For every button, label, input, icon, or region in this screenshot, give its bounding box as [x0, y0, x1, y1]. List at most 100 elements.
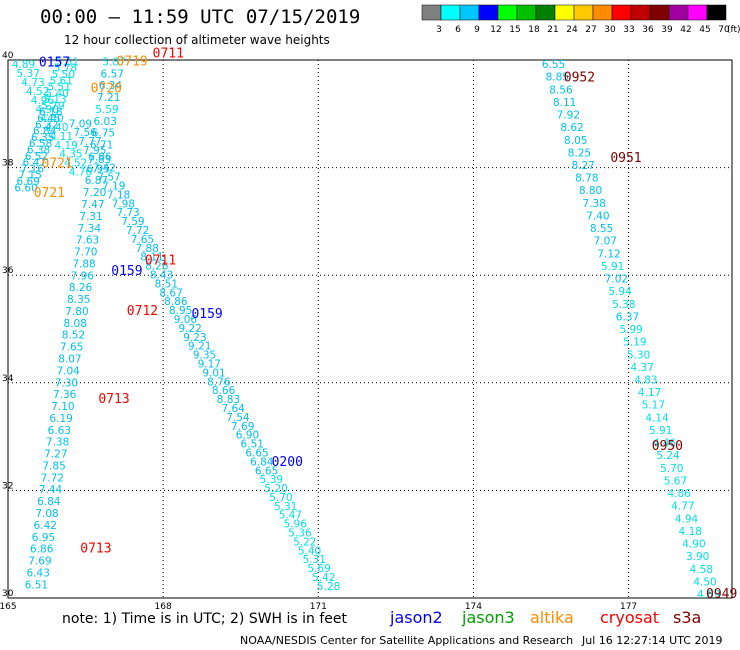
swh-value-label: 5.94	[608, 286, 632, 298]
swh-value-label: 7.38	[46, 437, 69, 449]
swh-value-label: 8.83	[217, 394, 240, 406]
pass-time-label: 0949	[706, 587, 737, 602]
legend-label: 15	[509, 25, 520, 35]
swh-value-label: 7.20	[83, 187, 106, 199]
swh-value-label: 7.69	[28, 556, 51, 568]
swh-value-label: 6.43	[27, 567, 50, 579]
swh-value-label: 7.88	[136, 243, 159, 255]
pass-time-label: 0200	[272, 455, 303, 470]
swh-value-label: 5.91	[649, 425, 672, 437]
generated-timestamp: Jul 16 12:27:14 UTC 2019	[582, 634, 723, 647]
swh-value-label: 6.51	[25, 579, 48, 591]
swh-value-label: 8.51	[155, 278, 178, 290]
swh-value-label: 5.69	[307, 563, 330, 575]
swh-value-label: 7.42	[93, 163, 116, 175]
swh-value-label: 7.47	[81, 199, 104, 211]
legend-label: 33	[623, 25, 634, 35]
swh-value-label: 8.62	[560, 122, 583, 134]
swh-value-label: 5.40	[45, 88, 68, 100]
swh-value-label: 6.86	[30, 544, 54, 556]
swh-value-label: 8.85	[546, 72, 569, 84]
swh-value-label: 6.32	[35, 119, 58, 131]
swh-value-label: 9.22	[178, 323, 201, 335]
swh-value-label: 7.38	[583, 198, 606, 210]
pass-time-label: 0159	[191, 307, 222, 322]
swh-value-label: 7.21	[97, 92, 120, 104]
swh-value-label: 6.55	[542, 59, 565, 71]
swh-value-label: 7.02	[605, 274, 628, 286]
swh-value-label: 8.95	[169, 305, 192, 317]
swh-value-label: 9.06	[174, 314, 198, 326]
swh-value-label: 4.86	[667, 488, 691, 500]
swh-value-label: 9.21	[188, 341, 211, 353]
swh-value-label: 5.40	[298, 545, 321, 557]
pass-time-label: 0719	[116, 54, 147, 69]
swh-value-label: 7.73	[116, 207, 139, 219]
swh-value-label: 8.05	[564, 135, 587, 147]
swh-value-label: 8.11	[140, 252, 163, 264]
swh-value-label: 4.73	[21, 77, 44, 89]
mission-label-s3a: s3a	[673, 608, 702, 627]
swh-value-label: 8.55	[590, 223, 613, 235]
x-tick-label: 174	[465, 602, 482, 610]
swh-value-label: 5.87	[102, 56, 125, 68]
y-tick-label: 38	[2, 159, 14, 169]
swh-value-label: 7.65	[60, 342, 83, 354]
legend-label: 70	[718, 25, 730, 35]
credit-line: NOAA/NESDIS Center for Satellite Applica…	[240, 634, 574, 647]
swh-value-label: 7.30	[55, 377, 78, 389]
pass-time-label: 0720	[91, 81, 122, 96]
swh-value-label: 5.96	[284, 519, 308, 531]
pass-time-label: 0711	[153, 46, 184, 61]
legend-swatch	[706, 4, 727, 21]
swh-value-label: 4.11	[50, 131, 73, 143]
swh-value-label: 7.08	[35, 508, 58, 520]
swh-value-label: 5.20	[264, 483, 287, 495]
swh-value-label: 5.39	[260, 474, 283, 486]
swh-value-label: 4.83	[634, 375, 657, 387]
swh-value-label: 6.84	[250, 456, 274, 468]
swh-value-label: 7.65	[131, 234, 154, 246]
legend-label: 21	[547, 25, 558, 35]
swh-value-label: 5.47	[279, 510, 302, 522]
pass-time-label: 0711	[145, 253, 176, 268]
swh-value-label: 8.11	[553, 97, 576, 109]
swh-value-label: 5.51	[56, 56, 79, 68]
swh-value-label: 5.61	[50, 75, 73, 87]
swh-value-label: 6.18	[39, 107, 62, 119]
swh-value-label: 5.31	[274, 501, 297, 513]
swh-value-label: 6.71	[90, 140, 113, 152]
swh-value-label: 7.96	[71, 270, 95, 282]
x-tick-label: 177	[620, 602, 637, 610]
mission-label-altika: altika	[530, 608, 574, 627]
swh-value-label: 8.26	[145, 261, 169, 273]
swh-value-label: 7.88	[72, 258, 95, 270]
pass-time-label: 0713	[80, 541, 111, 556]
legend-label: 12	[490, 25, 501, 35]
x-tick-label: 165	[0, 602, 17, 610]
swh-value-label: 8.25	[568, 147, 591, 159]
swh-value-label: 7.18	[107, 189, 130, 201]
swh-value-label: 8.27	[571, 160, 594, 172]
swh-value-label: 8.80	[579, 185, 602, 197]
color-legend: 3 6 9 12 15 18 21 24 27 30 33 36 39 42 45 70(ft)	[421, 4, 740, 35]
swh-value-label: 7.34	[78, 223, 102, 235]
swh-value-label: 5.42	[312, 572, 335, 584]
swh-value-label: 6.84	[33, 126, 57, 138]
swh-value-label: 6.65	[245, 447, 268, 459]
swh-value-label: 6.60	[14, 182, 37, 194]
swh-value-label: 4.14	[645, 412, 669, 424]
swh-value-label: 4.37	[631, 362, 654, 374]
swh-value-label: 9.23	[183, 332, 206, 344]
swh-value-label: 7.72	[126, 225, 149, 237]
swh-value-label: 7.15	[19, 170, 42, 182]
swh-value-label: 7.83	[88, 154, 111, 166]
swh-value-label: 6.75	[92, 128, 115, 140]
swh-value-label: 5.70	[660, 463, 683, 475]
swh-value-label: 7.85	[42, 460, 65, 472]
pass-time-label: 0159	[111, 264, 142, 279]
legend-label: 27	[585, 25, 596, 35]
swh-value-label: 7.40	[586, 210, 609, 222]
swh-value-label: 5.31	[303, 554, 326, 566]
swh-value-label: 4.40	[40, 113, 63, 125]
